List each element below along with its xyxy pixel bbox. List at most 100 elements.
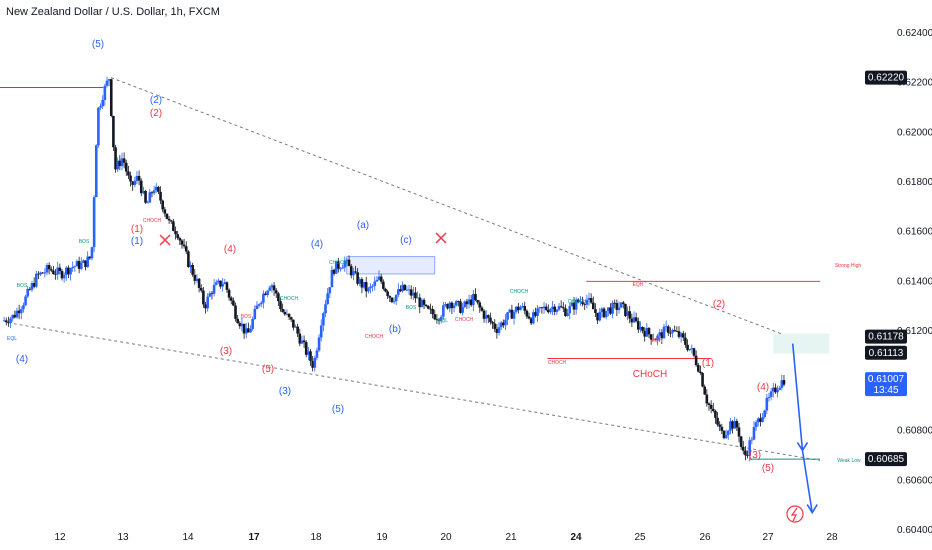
candle-body [463, 301, 467, 308]
candle-body [598, 312, 602, 321]
wave-label-red: (3) [749, 450, 761, 461]
y-tick-label: 0.62000 [897, 127, 932, 138]
candle-body [43, 272, 47, 274]
price-badge-label: 0.60685 [868, 454, 905, 465]
candle-body [54, 273, 57, 275]
candle-body [242, 323, 246, 334]
candle-body [570, 302, 574, 307]
candle-body [234, 305, 237, 319]
candle-body [577, 299, 580, 302]
candle-body [782, 380, 786, 385]
candle-body [382, 281, 385, 289]
candle-body [114, 147, 117, 170]
wave-label-blue: (4) [311, 239, 323, 250]
candle-body [431, 309, 434, 315]
candle-body [369, 286, 372, 289]
candle-body [491, 321, 494, 324]
candle-body [630, 318, 634, 323]
candle-body [264, 293, 267, 295]
candle-body [82, 260, 85, 263]
candle-body [212, 284, 216, 294]
y-tick-label: 0.61400 [897, 276, 932, 287]
candle-body [184, 246, 188, 252]
candle-body [619, 302, 623, 308]
candle-body [330, 269, 334, 288]
candle-body [776, 389, 779, 393]
candle-body [144, 190, 147, 203]
candle-body [345, 259, 349, 261]
candle-body [127, 171, 130, 176]
candle-body [319, 325, 323, 338]
candle-body [204, 304, 207, 309]
structure-label: EQH [652, 338, 663, 344]
candle-body [729, 421, 732, 431]
price-badge [865, 452, 907, 467]
candle-body [609, 307, 612, 314]
candle-body [118, 160, 122, 167]
candle-body [287, 313, 291, 318]
candle-body [161, 200, 164, 210]
candle-body [139, 180, 143, 194]
candle-body [703, 386, 707, 395]
candle-body [705, 394, 709, 404]
candle-body [664, 326, 668, 328]
candle-body [298, 333, 302, 344]
candle-body [572, 302, 576, 310]
candle-body [414, 292, 417, 299]
candle-body [662, 326, 666, 339]
candle-body [487, 315, 490, 318]
candle-body [482, 310, 486, 319]
candle-body [270, 285, 274, 288]
candle-body [418, 297, 422, 308]
candle-body [247, 328, 250, 333]
candle-body [465, 301, 469, 305]
candle-body [300, 340, 304, 344]
candle-body [364, 281, 368, 292]
candle-body [225, 282, 229, 290]
candle-body [707, 403, 711, 405]
candle-body [67, 267, 70, 275]
candle-body [746, 455, 749, 457]
candle-body [69, 268, 72, 275]
candle-body [427, 306, 430, 309]
candle-body [532, 312, 535, 324]
candle-body [508, 309, 512, 313]
candle-body [636, 321, 640, 330]
candle-body [146, 202, 149, 204]
candle-body [457, 301, 460, 302]
candle-body [253, 309, 257, 319]
candle-body [133, 180, 137, 185]
candle-body [197, 278, 201, 288]
candle-body [673, 330, 677, 332]
candle-body [660, 332, 664, 339]
structure-label: BOS [79, 239, 90, 245]
candle-body [193, 274, 197, 281]
candle-body [334, 261, 338, 274]
candle-body [621, 302, 625, 304]
candle-body [478, 302, 482, 308]
candle-body [379, 276, 383, 282]
candle-body [347, 259, 351, 267]
candle-body [169, 220, 173, 222]
y-tick-label: 0.61800 [897, 177, 932, 188]
candle-body [84, 260, 87, 268]
candle-body [294, 326, 297, 328]
wave-label-blue: (c) [400, 235, 412, 246]
candle-body [696, 365, 700, 372]
candle-body [214, 282, 218, 285]
candle-body [538, 307, 542, 309]
candle-body [639, 326, 642, 330]
candle-body [542, 306, 546, 309]
y-tick-label: 0.62200 [897, 78, 932, 89]
candle-body [217, 280, 220, 283]
candle-body [645, 327, 649, 337]
candle-body [716, 417, 719, 425]
projection-arrowhead [796, 442, 809, 452]
y-tick-label: 0.62400 [897, 28, 932, 39]
candle-body [26, 288, 30, 297]
candle-body [388, 295, 392, 298]
candle-body [262, 293, 265, 303]
structure-label: EQH [633, 282, 644, 288]
candle-body [2, 320, 6, 322]
